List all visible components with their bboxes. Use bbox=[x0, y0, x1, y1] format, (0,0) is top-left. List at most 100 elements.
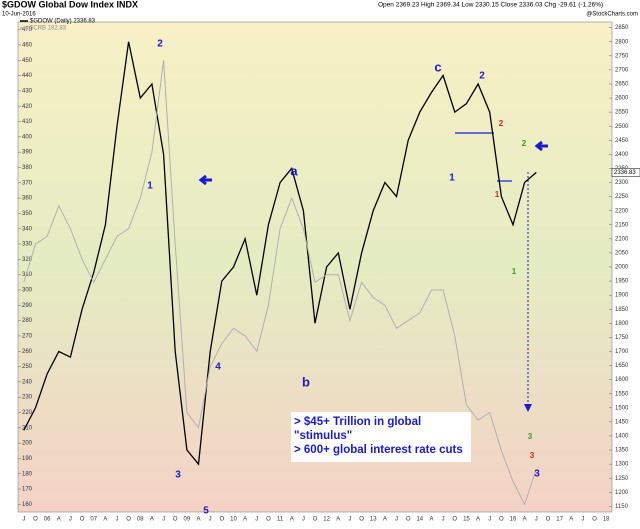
x-tick-label: O bbox=[33, 517, 38, 523]
y-tick-label: 340 bbox=[22, 226, 33, 232]
y-tick-label: 250 bbox=[22, 364, 33, 370]
y2-tick-label: 2450 bbox=[615, 138, 629, 144]
x-tick-label: 07 bbox=[90, 517, 97, 523]
x-tick-label: 13 bbox=[370, 517, 377, 523]
source: @StockCharts.com bbox=[586, 12, 638, 18]
x-tick-label: A bbox=[103, 517, 107, 523]
wave-label: c bbox=[434, 59, 441, 74]
y2-tick-label: 2250 bbox=[615, 194, 629, 200]
wave-label: 1 bbox=[449, 173, 455, 184]
wave-label: 1 bbox=[147, 181, 153, 192]
last-value-tag bbox=[611, 168, 640, 177]
note-line: > 600+ global interest rate cuts bbox=[294, 444, 463, 456]
x-tick-label: 11 bbox=[277, 517, 284, 523]
x-tick-label: 08 bbox=[137, 517, 144, 523]
y2-tick-label: 2700 bbox=[615, 67, 629, 73]
wave-label: 4 bbox=[215, 362, 221, 373]
y-tick-label: 270 bbox=[22, 333, 33, 339]
x-tick-label: O bbox=[173, 517, 178, 523]
y2-tick-label: 2200 bbox=[615, 208, 629, 214]
x-tick-label: J bbox=[581, 517, 584, 523]
y-tick-label: 320 bbox=[22, 257, 33, 263]
x-tick-label: O bbox=[313, 517, 318, 523]
wave-label: 1 bbox=[495, 190, 500, 199]
x-tick-label: J bbox=[395, 517, 398, 523]
x-tick-label: J bbox=[442, 517, 445, 523]
wave-label: 2 bbox=[522, 139, 527, 148]
x-tick-label: J bbox=[69, 517, 72, 523]
y-tick-label: 430 bbox=[22, 88, 33, 94]
y2-tick-label: 1850 bbox=[615, 307, 629, 313]
y-tick-label: 440 bbox=[22, 73, 33, 79]
x-tick-label: 16 bbox=[510, 517, 517, 523]
y2-tick-label: 1400 bbox=[615, 434, 629, 440]
series-line bbox=[23, 41, 537, 466]
y2-tick-label: 2850 bbox=[615, 25, 629, 31]
x-tick-label: A bbox=[57, 517, 61, 523]
y2-tick-label: 2600 bbox=[615, 96, 629, 102]
x-tick-label: J bbox=[348, 517, 351, 523]
x-tick-label: 15 bbox=[463, 517, 470, 523]
y-tick-label: 280 bbox=[22, 318, 33, 324]
note-line: > $45+ Trillion in global bbox=[294, 416, 421, 428]
y2-tick-label: 2800 bbox=[615, 39, 629, 45]
y-tick-label: 360 bbox=[22, 196, 33, 202]
subtitle: 10-Jun-2016 bbox=[2, 12, 36, 18]
y2-tick-label: 1950 bbox=[615, 279, 629, 285]
y2-tick-label: 1700 bbox=[615, 349, 629, 355]
x-tick-label: A bbox=[569, 517, 573, 523]
x-tick-label: 18 bbox=[603, 517, 610, 523]
y-tick-label: 310 bbox=[22, 272, 33, 278]
y2-tick-label: 2100 bbox=[615, 236, 629, 242]
legend-label: $CRB 182.83 bbox=[30, 26, 67, 32]
y-tick-label: 390 bbox=[22, 150, 33, 156]
x-tick-label: 12 bbox=[323, 517, 330, 523]
y2-tick-label: 1300 bbox=[615, 462, 629, 468]
y2-tick-label: 1550 bbox=[615, 391, 629, 397]
wave-label: 3 bbox=[530, 451, 535, 460]
x-tick-label: O bbox=[219, 517, 224, 523]
x-tick-label: J bbox=[209, 517, 212, 523]
y-tick-label: 450 bbox=[22, 58, 33, 64]
x-tick-label: J bbox=[162, 517, 165, 523]
y-tick-label: 180 bbox=[22, 471, 33, 477]
y-tick-label: 260 bbox=[22, 349, 33, 355]
y2-tick-label: 1450 bbox=[615, 419, 629, 425]
note-line: "stimulus" bbox=[294, 430, 352, 442]
y-tick-label: 460 bbox=[22, 43, 33, 49]
x-tick-label: J bbox=[116, 517, 119, 523]
quote: Open 2369.23 High 2369.34 Low 2330.15 Cl… bbox=[378, 2, 603, 9]
y2-tick-label: 1250 bbox=[615, 476, 629, 482]
x-tick-label: O bbox=[126, 517, 131, 523]
y2-tick-label: 2000 bbox=[615, 265, 629, 271]
y2-tick-label: 1200 bbox=[615, 490, 629, 496]
x-tick-label: O bbox=[80, 517, 85, 523]
y-tick-label: 230 bbox=[22, 395, 33, 401]
wave-label: 2 bbox=[157, 39, 163, 50]
wave-label: 3 bbox=[528, 432, 533, 441]
y-tick-label: 170 bbox=[22, 487, 33, 493]
last-value-label: 2336.83 bbox=[614, 170, 636, 176]
wave-label: 1 bbox=[512, 267, 517, 276]
y2-tick-label: 1500 bbox=[615, 405, 629, 411]
wave-label: 5 bbox=[203, 506, 209, 517]
y-tick-label: 420 bbox=[22, 104, 33, 110]
wave-label: 2 bbox=[479, 71, 485, 82]
y-tick-label: 300 bbox=[22, 288, 33, 294]
y2-tick-label: 2650 bbox=[615, 82, 629, 88]
chart-title: $GDOW Global Dow Index INDX bbox=[2, 0, 138, 9]
y2-tick-label: 1600 bbox=[615, 377, 629, 383]
x-tick-label: A bbox=[290, 517, 294, 523]
y2-tick-label: 2050 bbox=[615, 250, 629, 256]
note-box bbox=[291, 412, 471, 462]
x-tick-label: O bbox=[592, 517, 597, 523]
y-tick-label: 160 bbox=[22, 502, 33, 508]
x-tick-label: A bbox=[150, 517, 154, 523]
x-tick-label: J bbox=[22, 517, 25, 523]
x-tick-label: A bbox=[336, 517, 340, 523]
y2-tick-label: 2400 bbox=[615, 152, 629, 158]
y2-tick-label: 1350 bbox=[615, 448, 629, 454]
y-tick-label: 240 bbox=[22, 379, 33, 385]
y-tick-label: 470 bbox=[22, 27, 33, 33]
